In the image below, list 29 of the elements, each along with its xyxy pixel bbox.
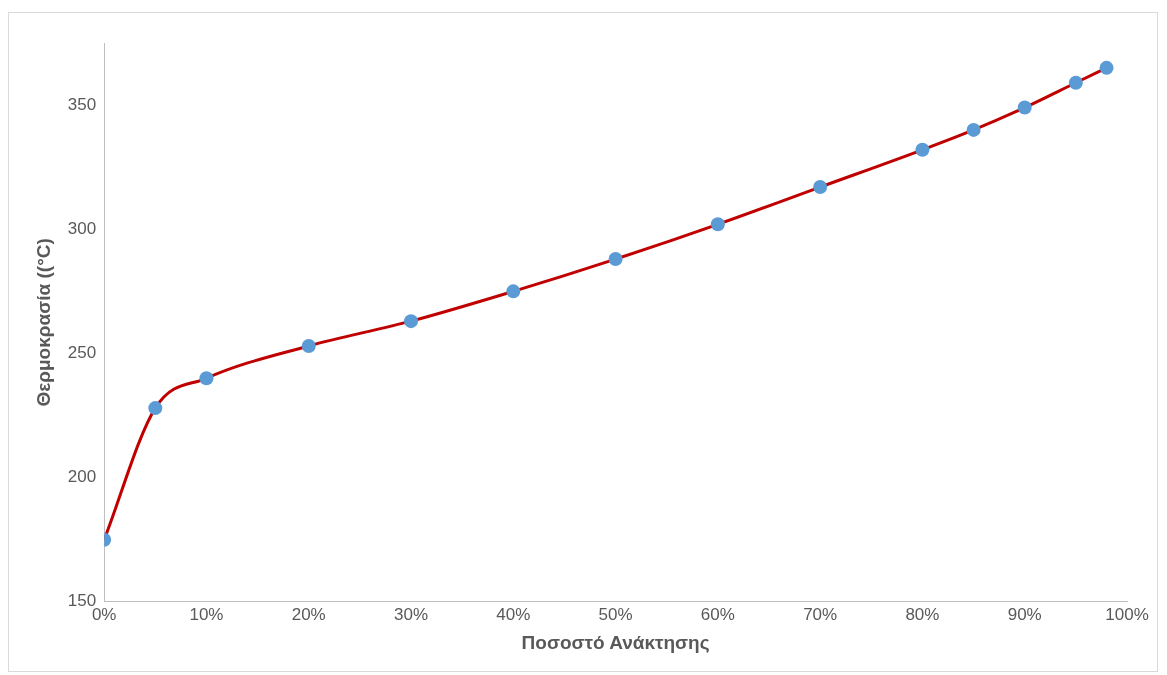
y-tick-label: 300	[67, 218, 97, 238]
x-tick-label: 10%	[189, 604, 224, 624]
point	[1099, 60, 1114, 75]
y-tick-label: 200	[67, 467, 97, 487]
x-tick-label: 70%	[803, 604, 838, 624]
y-tick-label: 250	[67, 343, 97, 363]
x-tick-label: 80%	[905, 604, 940, 624]
x-tick-label: 90%	[1007, 604, 1042, 624]
point	[1068, 75, 1083, 90]
point	[813, 180, 828, 195]
x-tick-label: 20%	[291, 604, 326, 624]
x-axis-title: Ποσοστό Ανάκτησης	[521, 631, 710, 653]
point	[915, 142, 930, 157]
point	[966, 122, 981, 137]
point	[710, 217, 725, 232]
point	[608, 252, 623, 267]
x-tick-label: 60%	[700, 604, 735, 624]
point	[404, 314, 419, 329]
y-tick-label: 350	[67, 94, 97, 114]
point	[1017, 100, 1032, 115]
x-tick-label: 40%	[496, 604, 531, 624]
x-tick-label: 100%	[1105, 604, 1149, 624]
x-tick-label: 30%	[394, 604, 429, 624]
x-tick-label: 50%	[598, 604, 633, 624]
point	[301, 338, 316, 353]
point	[506, 284, 521, 299]
y-axis-title: Θερμοκρασία ((°C)	[32, 238, 54, 407]
point	[148, 401, 163, 416]
point	[199, 371, 214, 386]
